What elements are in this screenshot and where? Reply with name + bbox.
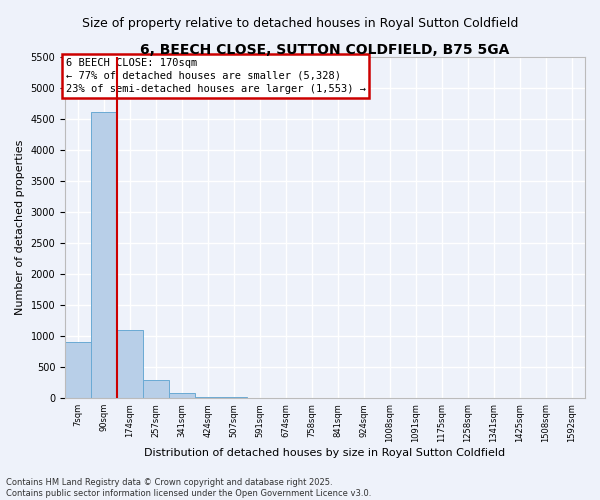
Y-axis label: Number of detached properties: Number of detached properties	[15, 140, 25, 315]
Bar	[65, 342, 91, 398]
Title: 6, BEECH CLOSE, SUTTON COLDFIELD, B75 5GA: 6, BEECH CLOSE, SUTTON COLDFIELD, B75 5G…	[140, 42, 510, 56]
Bar	[195, 397, 221, 398]
Bar	[117, 330, 143, 398]
Bar	[143, 380, 169, 398]
Bar	[169, 393, 195, 398]
Bar	[91, 112, 117, 398]
Text: Contains HM Land Registry data © Crown copyright and database right 2025.
Contai: Contains HM Land Registry data © Crown c…	[6, 478, 371, 498]
Text: 6 BEECH CLOSE: 170sqm
← 77% of detached houses are smaller (5,328)
23% of semi-d: 6 BEECH CLOSE: 170sqm ← 77% of detached …	[65, 58, 365, 94]
X-axis label: Distribution of detached houses by size in Royal Sutton Coldfield: Distribution of detached houses by size …	[145, 448, 506, 458]
Text: Size of property relative to detached houses in Royal Sutton Coldfield: Size of property relative to detached ho…	[82, 18, 518, 30]
